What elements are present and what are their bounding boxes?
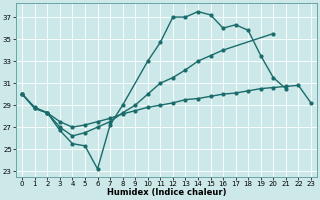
X-axis label: Humidex (Indice chaleur): Humidex (Indice chaleur)	[107, 188, 226, 197]
